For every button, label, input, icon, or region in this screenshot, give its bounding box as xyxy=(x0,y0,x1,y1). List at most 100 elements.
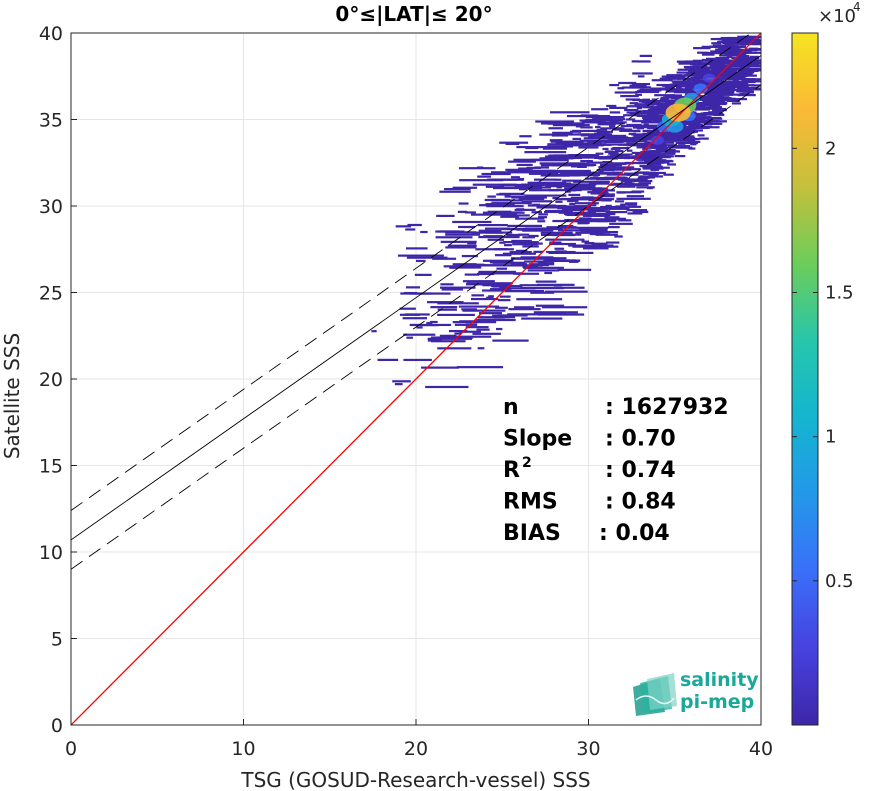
density-bin xyxy=(606,143,626,146)
density-bin xyxy=(718,91,728,94)
density-bin xyxy=(690,143,697,146)
density-bin xyxy=(454,323,478,326)
density-bin xyxy=(630,112,653,115)
density-bin xyxy=(524,260,547,263)
density-bin xyxy=(749,69,761,72)
density-bin xyxy=(702,70,720,73)
density-bin xyxy=(686,118,705,121)
density-bin xyxy=(646,163,662,166)
reference-line-1to1 xyxy=(71,33,761,725)
density-bin xyxy=(421,366,459,369)
density-bin xyxy=(697,84,719,87)
density-bin xyxy=(437,347,472,350)
density-bin xyxy=(526,166,542,169)
density-bin xyxy=(697,62,716,65)
density-bin xyxy=(607,137,618,140)
density-bin xyxy=(556,186,563,189)
density-bin xyxy=(733,64,749,67)
density-bin xyxy=(561,182,572,185)
density-bin xyxy=(736,90,752,93)
density-bin xyxy=(608,152,619,155)
density-bin xyxy=(568,193,581,197)
density-bin xyxy=(478,223,508,227)
y-axis-label: Satellite SSS xyxy=(0,333,24,459)
density-bin xyxy=(586,161,612,164)
colorbar-ticks: 0.5 1 1.5 2 xyxy=(792,138,854,592)
density-bin xyxy=(671,94,683,97)
density-bin xyxy=(540,233,559,237)
density-bin xyxy=(477,347,485,350)
density-bin xyxy=(632,120,653,123)
density-bin xyxy=(597,123,616,126)
density-bin xyxy=(461,254,478,258)
density-bin xyxy=(634,171,656,174)
density-bin xyxy=(688,87,697,90)
density-bin xyxy=(464,273,480,276)
density-bin xyxy=(609,106,628,109)
density-bin xyxy=(708,111,723,114)
density-bin xyxy=(526,197,545,201)
density-bin xyxy=(593,116,614,120)
y-tick-label: 20 xyxy=(39,369,63,391)
density-bin xyxy=(737,35,751,38)
density-bin xyxy=(713,69,737,72)
density-bin xyxy=(711,109,727,112)
density-bin xyxy=(458,167,496,170)
density-bin xyxy=(566,213,580,217)
density-bin xyxy=(651,111,662,114)
density-bin xyxy=(596,169,615,172)
density-bin xyxy=(458,225,476,229)
density-bin xyxy=(637,178,648,181)
density-bin xyxy=(697,134,705,137)
density-bin xyxy=(371,330,377,333)
density-bin xyxy=(610,120,619,123)
density-bin xyxy=(701,79,707,83)
density-bin xyxy=(505,168,530,171)
density-bin xyxy=(696,119,714,122)
density-bin xyxy=(470,297,499,301)
density-bin xyxy=(545,238,585,241)
density-bin xyxy=(582,247,609,250)
density-bin xyxy=(462,280,495,283)
density-bin xyxy=(637,60,651,63)
density-bin xyxy=(609,222,633,225)
stat-label: RMS xyxy=(503,490,558,515)
density-bin xyxy=(522,236,535,239)
y-tick-label: 10 xyxy=(39,542,63,564)
density-bin xyxy=(377,358,399,361)
density-bin xyxy=(731,42,740,45)
density-bin xyxy=(732,88,747,92)
density-bin xyxy=(719,54,742,57)
density-bin xyxy=(656,139,673,142)
density-bin xyxy=(528,172,559,175)
density-bin xyxy=(461,308,477,311)
density-bin xyxy=(399,313,421,316)
density-bin xyxy=(647,126,662,130)
density-bin xyxy=(569,130,582,133)
density-bin xyxy=(618,219,632,222)
density-bin xyxy=(710,122,723,125)
density-bin xyxy=(629,84,647,87)
density-bin xyxy=(749,40,761,43)
density-bin xyxy=(558,211,595,214)
density-bin xyxy=(629,179,653,183)
density-bin xyxy=(683,137,693,140)
density-bin xyxy=(477,175,492,178)
density-bin xyxy=(605,210,628,214)
density-bin xyxy=(635,93,643,96)
density-bin xyxy=(529,187,543,190)
density-bin xyxy=(708,86,725,90)
density-bin xyxy=(718,38,736,41)
density-bin xyxy=(726,98,747,101)
density-bin xyxy=(580,126,593,129)
density-bin xyxy=(528,234,539,238)
density-bin xyxy=(515,169,556,172)
density-bin xyxy=(615,171,623,174)
density-bin xyxy=(657,144,677,147)
density-bin xyxy=(520,287,565,290)
colorbar-tick-label: 1 xyxy=(825,427,836,448)
density-bin xyxy=(548,127,563,130)
density-bin xyxy=(476,328,490,331)
density-bin xyxy=(751,84,761,87)
density-bin xyxy=(579,119,606,122)
